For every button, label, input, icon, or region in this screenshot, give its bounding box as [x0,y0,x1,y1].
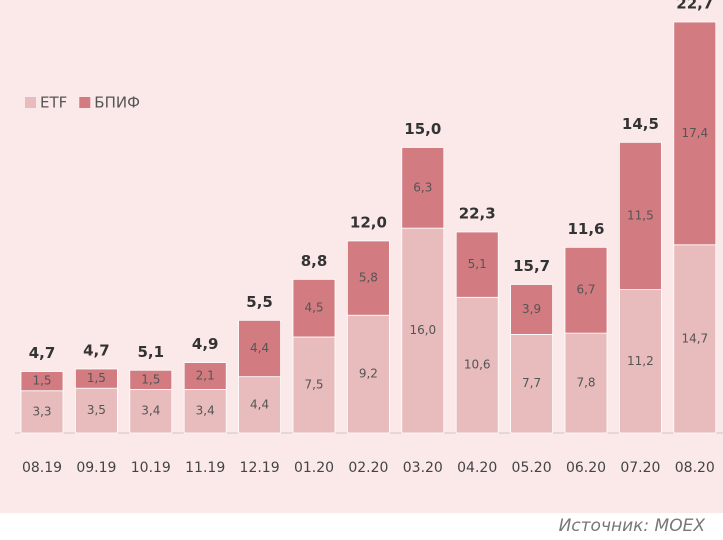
total-label: 4,7 [83,341,110,359]
segment-label: 3,4 [196,404,215,418]
x-tick-label: 01.20 [294,460,334,476]
total-label: 8,8 [301,252,328,270]
bar-segment [673,21,717,246]
bar-segment [129,369,173,390]
bar-segment [455,296,499,434]
x-tick-label: 09.19 [76,460,116,476]
bar-segment [238,319,282,378]
segment-label: 11,5 [627,208,654,222]
legend-label: ETF [40,94,67,112]
x-tick-label: 07.20 [620,460,660,476]
x-tick-label: 10.19 [131,460,171,476]
total-label: 14,5 [622,115,659,133]
segment-label: 4,4 [250,341,269,355]
x-tick-label: 12.19 [240,460,280,476]
legend-label: БПИФ [94,94,140,112]
bar-segment [238,376,282,434]
segment-label: 3,4 [141,404,160,418]
segment-label: 3,3 [32,404,51,418]
x-tick-label: 08.20 [675,460,715,476]
bar-segment [401,227,445,434]
segment-label: 2,1 [196,369,215,383]
segment-label: 14,7 [681,331,708,345]
legend-swatch [25,97,36,108]
bar-segment [401,147,445,229]
legend-swatch [79,97,91,108]
bar-segment [292,278,336,338]
bar-segment [129,389,173,434]
bar-segment [673,244,717,434]
total-label: 22,7 [676,0,713,13]
bar-segment [510,334,554,434]
segment-label: 11,2 [627,354,654,368]
bar-segment [510,284,554,335]
bar-segment [183,389,227,434]
bar-segment [346,314,390,434]
segment-label: 9,2 [359,367,378,381]
segment-label: 7,5 [304,377,323,391]
bar-segment [564,332,608,434]
source: Источник: MOEX [559,516,706,536]
x-tick-label: 03.20 [403,460,443,476]
x-tick-label: 11.19 [185,460,225,476]
segment-label: 7,8 [576,376,595,390]
bar-segment [75,387,118,434]
segment-label: 7,7 [522,376,541,390]
segment-label: 16,0 [409,323,436,337]
segment-label: 1,5 [87,371,106,385]
x-tick-label: 02.20 [348,460,388,476]
x-tick-label: 04.20 [457,460,497,476]
segment-label: 5,8 [359,271,378,285]
total-label: 4,7 [29,344,56,362]
bar-segment [564,246,608,334]
bar-segment [75,368,118,389]
bar-segment [346,240,390,316]
total-label: 5,5 [246,293,273,311]
segment-label: 17,4 [681,126,708,140]
total-label: 15,0 [404,120,441,138]
bar-segment [20,371,64,392]
segment-label: 5,1 [468,257,487,271]
total-label: 4,9 [192,335,219,353]
total-label: 22,3 [459,204,496,222]
segment-label: 3,9 [522,302,541,316]
total-label: 5,1 [138,343,165,361]
x-tick-label: 05.20 [512,460,552,476]
bar-segment [455,231,499,298]
bar-segment [292,336,336,434]
x-tick-label: 08.19 [22,460,62,476]
segment-label: 10,6 [464,358,491,372]
bar-segment [619,141,662,290]
segment-label: 4,4 [250,397,269,411]
segment-label: 1,5 [141,372,160,386]
segment-label: 3,5 [87,403,106,417]
bar-segment [183,362,227,390]
total-label: 15,7 [513,257,550,275]
x-tick-label: 06.20 [566,460,606,476]
segment-label: 4,5 [304,301,323,315]
total-label: 12,0 [350,213,387,231]
bar-segment [619,289,662,434]
bar-segment [20,390,64,434]
segment-label: 6,7 [576,283,595,297]
segment-label: 1,5 [32,374,51,388]
total-label: 11,6 [567,220,604,238]
segment-label: 6,3 [413,180,432,194]
